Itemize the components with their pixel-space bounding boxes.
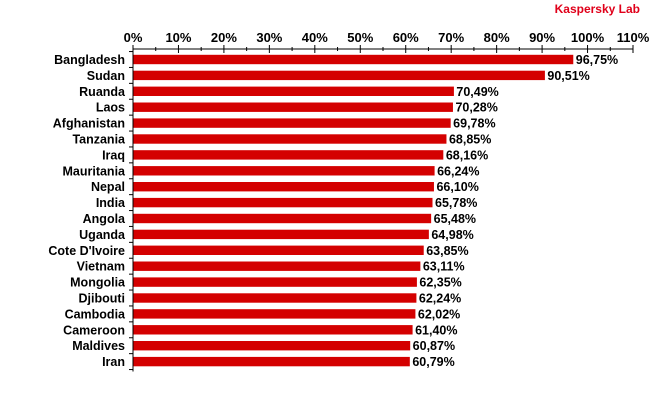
- category-label: Iraq: [102, 148, 125, 162]
- data-label: 63,85%: [426, 244, 468, 258]
- data-label: 65,48%: [434, 212, 476, 226]
- category-label: India: [96, 196, 126, 210]
- bar: [133, 245, 424, 255]
- data-label: 65,78%: [435, 196, 477, 210]
- bar: [133, 229, 429, 240]
- bar: [133, 166, 435, 176]
- bar: [133, 86, 454, 96]
- x-tick-label: 40%: [302, 30, 328, 45]
- data-label: 96,75%: [576, 53, 618, 67]
- category-label: Maldives: [72, 339, 125, 353]
- bar: [133, 341, 411, 351]
- x-tick-label: 80%: [484, 30, 510, 45]
- x-tick-label: 0%: [124, 30, 143, 45]
- bar: [133, 309, 416, 319]
- x-tick-label: 60%: [393, 30, 419, 45]
- data-label: 62,02%: [418, 307, 460, 321]
- bar: [133, 182, 434, 192]
- x-tick-label: 90%: [529, 30, 555, 45]
- data-label: 66,24%: [437, 164, 479, 178]
- category-label: Sudan: [87, 69, 125, 83]
- bar: [133, 70, 545, 81]
- data-label: 63,11%: [423, 260, 465, 274]
- category-label: Cambodia: [65, 307, 126, 321]
- data-label: 70,49%: [456, 85, 498, 99]
- bar: [133, 261, 421, 271]
- bar: [133, 102, 453, 112]
- category-label: Cote D'Ivoire: [48, 244, 125, 258]
- data-label: 68,16%: [446, 148, 488, 162]
- data-label: 61,40%: [415, 323, 457, 337]
- category-label: Afghanistan: [53, 117, 125, 131]
- kaspersky-lab-logo: Kaspersky Lab: [554, 2, 640, 16]
- data-label: 69,78%: [453, 117, 495, 131]
- data-label: 60,79%: [412, 355, 454, 369]
- category-label: Cameroon: [63, 323, 125, 337]
- bar: [133, 150, 444, 160]
- x-tick-label: 50%: [347, 30, 373, 45]
- data-label: 60,87%: [413, 339, 455, 353]
- category-label: Mauritania: [62, 164, 126, 178]
- category-label: Angola: [83, 212, 126, 226]
- x-tick-label: 70%: [438, 30, 464, 45]
- category-label: Nepal: [91, 180, 125, 194]
- category-label: Vietnam: [77, 260, 125, 274]
- category-label: Ruanda: [79, 85, 126, 99]
- bar: [133, 134, 447, 144]
- x-tick-label: 100%: [571, 30, 605, 45]
- data-label: 90,51%: [547, 69, 589, 83]
- data-label: 64,98%: [431, 228, 473, 242]
- category-label: Uganda: [79, 228, 126, 242]
- category-label: Bangladesh: [54, 53, 125, 67]
- data-label: 70,28%: [455, 101, 497, 115]
- bar: [133, 325, 413, 335]
- category-label: Tanzania: [72, 133, 126, 147]
- data-label: 68,85%: [449, 133, 491, 147]
- category-label: Laos: [96, 101, 125, 115]
- x-tick-label: 30%: [256, 30, 282, 45]
- bar: [133, 356, 410, 367]
- bar: [133, 277, 417, 287]
- bar: [133, 293, 417, 303]
- bar: [133, 213, 432, 224]
- data-label: 62,24%: [419, 292, 461, 306]
- category-label: Iran: [102, 355, 125, 369]
- x-tick-label: 110%: [617, 30, 650, 45]
- category-label: Mongolia: [70, 276, 126, 290]
- x-tick-label: 10%: [165, 30, 191, 45]
- category-label: Djibouti: [78, 292, 125, 306]
- data-label: 62,35%: [419, 276, 461, 290]
- bar: [133, 118, 451, 128]
- bar: [133, 197, 433, 208]
- bar: [133, 54, 574, 65]
- data-label: 66,10%: [436, 180, 478, 194]
- x-tick-label: 20%: [211, 30, 237, 45]
